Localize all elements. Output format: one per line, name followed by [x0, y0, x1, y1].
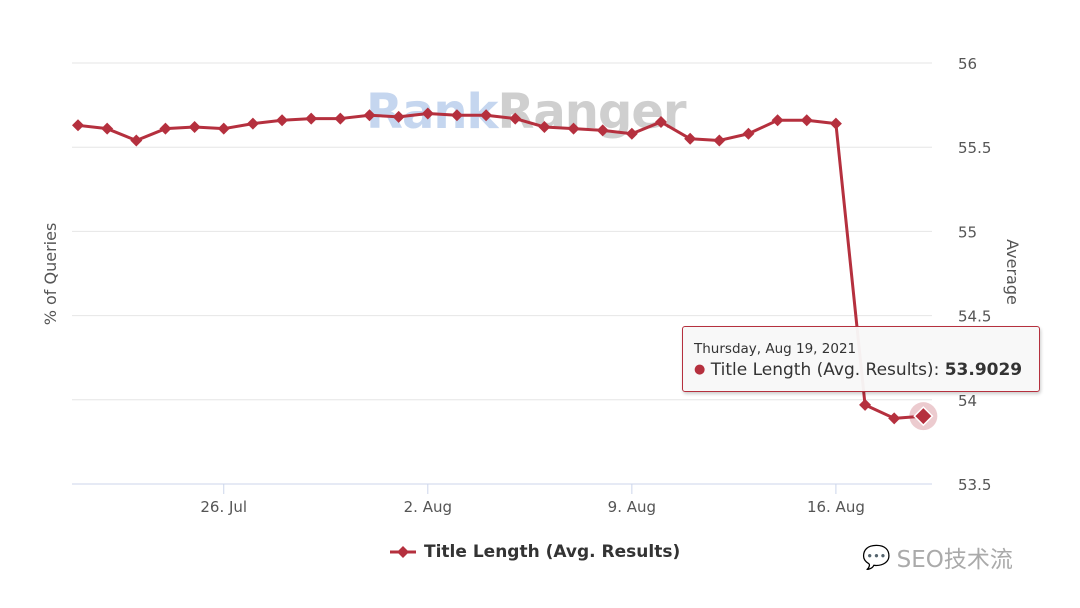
data-point: [159, 122, 172, 135]
y-tick-label: 55.5: [958, 139, 991, 157]
y-tick-label: 54: [958, 392, 977, 410]
data-point: [276, 114, 289, 127]
x-tick-label: 9. Aug: [608, 498, 656, 516]
data-point: [771, 114, 784, 127]
data-point: [480, 109, 493, 122]
watermark-text: SEO技术流: [896, 547, 1013, 573]
left-axis-title: % of Queries: [41, 223, 60, 326]
data-point: [859, 398, 872, 411]
data-point: [421, 107, 434, 120]
tooltip: Thursday, Aug 19, 2021 ● Title Length (A…: [682, 326, 1040, 392]
tooltip-value: 53.9029: [944, 360, 1023, 380]
right-axis-title: Average: [1003, 239, 1022, 305]
data-point: [684, 132, 697, 145]
data-point: [509, 112, 522, 125]
data-point: [913, 406, 934, 427]
y-tick-label: 53.5: [958, 476, 991, 494]
data-point: [217, 122, 230, 135]
legend-label: Title Length (Avg. Results): [424, 542, 681, 562]
data-point: [596, 124, 609, 137]
data-point: [130, 134, 143, 147]
x-tick-label: 2. Aug: [404, 498, 452, 516]
data-point: [188, 120, 201, 133]
y-tick-label: 54.5: [958, 308, 991, 326]
data-point: [72, 119, 84, 132]
data-point: [392, 110, 405, 123]
data-point: [246, 117, 259, 130]
y-tick-label: 55: [958, 223, 977, 241]
wechat-icon: 💬: [862, 544, 891, 571]
tooltip-date: Thursday, Aug 19, 2021: [694, 341, 857, 357]
y-tick-label: 56: [958, 55, 977, 73]
legend-item[interactable]: Title Length (Avg. Results): [390, 542, 680, 562]
series-dot-icon: ●: [694, 362, 706, 377]
data-point: [800, 114, 813, 127]
data-point: [625, 127, 638, 140]
data-point: [363, 109, 376, 122]
rankranger-watermark: RankRanger: [366, 84, 687, 140]
data-point: [713, 134, 726, 147]
data-point: [742, 127, 755, 140]
data-point: [450, 109, 463, 122]
data-point: [888, 412, 901, 425]
data-point: [829, 117, 842, 130]
diamond-marker-icon: [390, 546, 416, 558]
data-point: [305, 112, 318, 125]
data-point: [567, 122, 580, 135]
wechat-watermark: 💬 SEO技术流: [862, 540, 1013, 574]
data-point: [101, 122, 114, 135]
data-point: [334, 112, 347, 125]
x-tick-label: 26. Jul: [200, 498, 247, 516]
tooltip-series: Title Length (Avg. Results):: [710, 360, 940, 380]
data-point: [655, 115, 667, 128]
data-point: [538, 120, 551, 133]
x-tick-label: 16. Aug: [807, 498, 865, 516]
